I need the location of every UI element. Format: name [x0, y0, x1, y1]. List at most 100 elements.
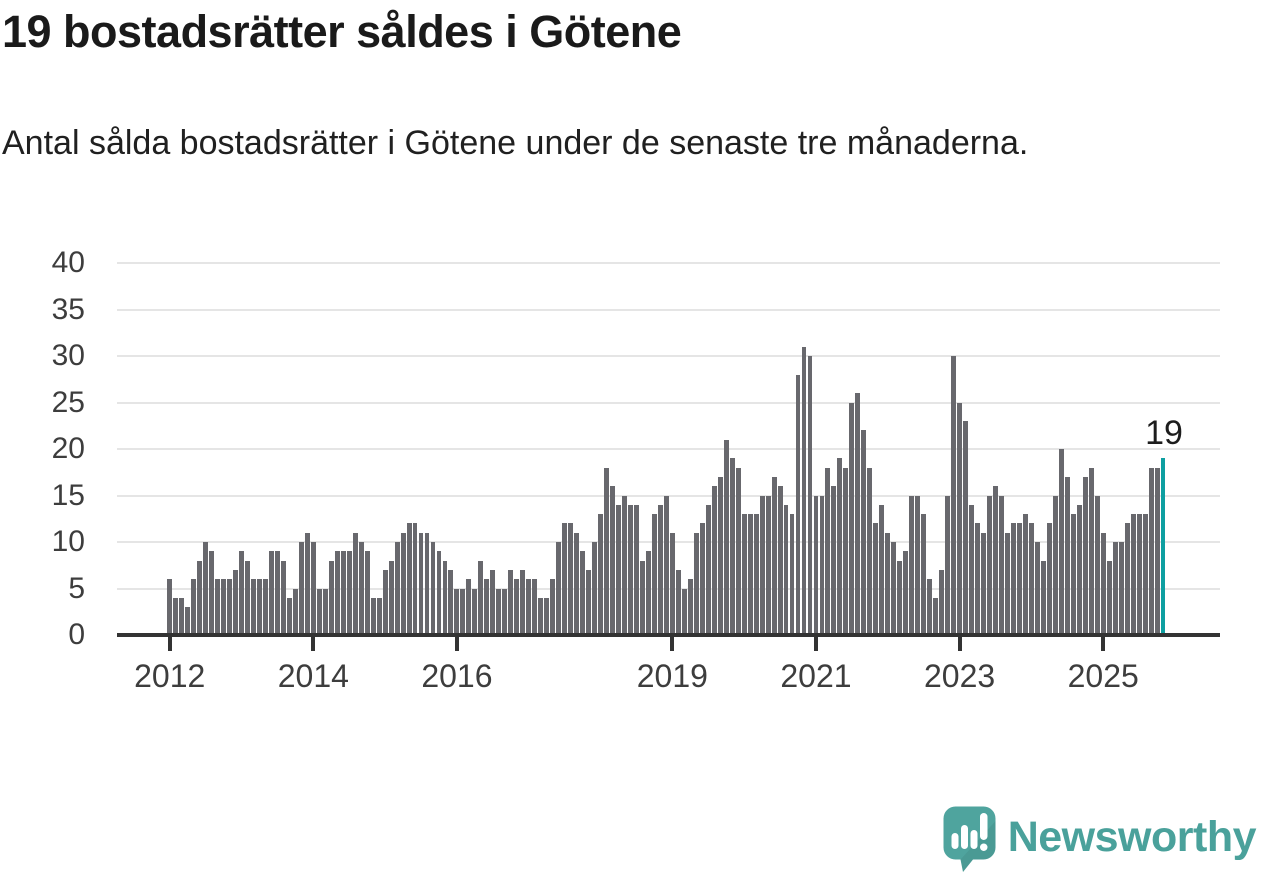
- bar: [993, 486, 998, 635]
- bar: [999, 495, 1004, 635]
- bar: [1136, 514, 1142, 635]
- bar: [514, 579, 520, 635]
- bar: [645, 551, 651, 635]
- bar: [711, 486, 717, 635]
- bar: [167, 579, 173, 635]
- logo-chart-bar-tall: [960, 825, 968, 849]
- gridline-35: [117, 308, 1220, 311]
- bar: [382, 569, 388, 635]
- bar: [939, 569, 945, 635]
- bar: [586, 569, 592, 635]
- bar: [370, 597, 376, 635]
- bar: [346, 551, 352, 635]
- bar: [717, 476, 723, 635]
- bar-highlighted: [1160, 458, 1166, 635]
- bar: [765, 495, 771, 635]
- bar: [286, 597, 292, 635]
- bar: [185, 607, 191, 635]
- logo-chart-bar-short: [951, 833, 959, 849]
- x-axis-label-2014: 2014: [277, 658, 349, 694]
- bar: [831, 486, 837, 635]
- y-axis-label-25: 25: [51, 385, 85, 419]
- bar: [759, 495, 765, 635]
- bar: [747, 514, 753, 635]
- bar: [723, 439, 729, 635]
- chart-subtitle: Antal sålda bostadsrätter i Götene under…: [2, 124, 1029, 162]
- bar: [771, 476, 777, 635]
- bar: [562, 523, 568, 635]
- bar: [209, 551, 215, 635]
- bar: [478, 560, 484, 635]
- bar: [795, 374, 801, 635]
- bar: [729, 458, 735, 635]
- bar: [472, 588, 478, 635]
- x-axis-tick-2012: [167, 635, 172, 651]
- bar: [1010, 523, 1016, 635]
- x-axis-label-2025: 2025: [1067, 658, 1139, 694]
- x-axis-tick-2019: [670, 635, 675, 651]
- bar: [634, 504, 639, 635]
- bar: [1088, 467, 1094, 635]
- bar: [1082, 476, 1088, 635]
- logo-exclamation-bar: [979, 813, 988, 840]
- bar: [544, 597, 550, 635]
- bar: [406, 523, 412, 635]
- bar: [598, 514, 603, 635]
- y-axis-label-10: 10: [51, 525, 85, 558]
- y-axis-label-20: 20: [51, 432, 85, 465]
- bar: [915, 495, 921, 635]
- bar: [1106, 560, 1112, 635]
- bar: [1076, 504, 1082, 635]
- bar: [388, 560, 394, 635]
- bar: [855, 393, 861, 635]
- newsworthy-logo-icon: [943, 806, 996, 872]
- bar: [245, 560, 250, 635]
- bar: [843, 467, 849, 635]
- bar: [538, 597, 544, 635]
- bar: [394, 542, 400, 635]
- x-axis-line: [117, 633, 1220, 637]
- y-axis-label-5: 5: [68, 571, 85, 605]
- bar: [221, 579, 226, 635]
- bar: [1148, 467, 1154, 635]
- bar: [861, 430, 867, 635]
- gridline-25: [117, 401, 1220, 404]
- x-axis-label-2023: 2023: [923, 658, 996, 694]
- bar: [753, 514, 759, 635]
- bar: [1052, 495, 1058, 635]
- bar: [903, 551, 909, 635]
- bar: [879, 504, 885, 635]
- bar: [705, 504, 711, 635]
- bar: [1070, 514, 1076, 635]
- bar: [310, 542, 316, 635]
- bar: [663, 495, 669, 635]
- x-axis-label-2019: 2019: [636, 658, 708, 694]
- bar: [933, 597, 939, 635]
- bar: [197, 560, 203, 635]
- chart-title: 19 bostadsrätter såldes i Götene: [2, 6, 682, 57]
- bar: [957, 402, 963, 635]
- bar: [592, 542, 597, 635]
- x-axis-label-2021: 2021: [780, 658, 852, 694]
- y-axis-label-0: 0: [68, 618, 85, 651]
- bar: [460, 588, 466, 635]
- bar: [807, 356, 813, 635]
- gridline-30: [117, 355, 1220, 357]
- bar: [340, 551, 346, 635]
- bar: [657, 504, 663, 635]
- bar: [699, 523, 705, 635]
- bar: [574, 532, 580, 635]
- bar: [975, 523, 980, 635]
- bar: [801, 346, 807, 635]
- bar: [849, 402, 855, 635]
- bar: [1130, 514, 1136, 635]
- newsworthy-logo: Newsworthy: [942, 801, 1257, 873]
- bar: [274, 551, 280, 635]
- bar: [873, 523, 879, 635]
- bar: [173, 597, 179, 635]
- bar: [262, 579, 268, 635]
- bar: [292, 588, 298, 635]
- bar: [610, 486, 615, 635]
- bar: [257, 579, 262, 635]
